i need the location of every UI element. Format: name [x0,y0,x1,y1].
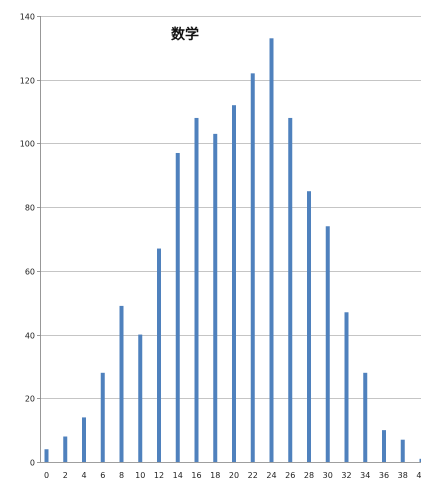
x-tick-label: 34 [360,471,370,480]
bar [325,226,330,462]
y-tick-label: 20 [25,395,35,404]
y-tick-label: 0 [30,459,35,468]
y-tick-label: 80 [25,204,35,213]
x-tick-label: 26 [285,471,295,480]
x-tick-label: 36 [379,471,389,480]
x-tick-label: 10 [135,471,145,480]
bar [82,417,86,462]
bar [307,191,311,462]
bar [44,449,49,462]
x-tick-label: 32 [341,471,351,480]
bar [419,458,421,462]
x-tick-label: 2 [63,471,68,480]
bar [288,117,293,462]
y-tick-label: 40 [25,332,35,341]
y-tick-label: 120 [20,77,35,86]
y-tick-label: 140 [20,13,35,22]
x-tick-label: 12 [154,471,164,480]
x-tick-label: 14 [173,471,183,480]
bar [119,305,124,462]
x-tick-label: 28 [304,471,314,480]
bar [269,38,274,463]
x-tick-label: 40 [416,471,421,480]
y-tick-label: 60 [25,268,35,277]
x-tick-label: 16 [191,471,201,480]
x-tick-label: 18 [210,471,220,480]
x-tick-label: 8 [119,471,124,480]
bar [400,439,405,462]
bar [232,105,236,462]
bar [363,372,368,462]
bar [63,436,68,462]
x-tick-label: 24 [266,471,276,480]
bar [157,248,161,462]
chart-title: 数学 [171,27,199,43]
x-tick-label: 20 [229,471,239,480]
bar [194,117,199,462]
x-tick-label: 4 [81,471,86,480]
bar [250,73,255,462]
x-tick-label: 22 [248,471,258,480]
bar [100,372,105,462]
bar [138,334,143,462]
bar [382,430,386,462]
x-tick-label: 30 [323,471,333,480]
bar [344,312,349,462]
bar [213,133,218,462]
x-tick-label: 0 [44,471,49,480]
y-tick-label: 100 [20,140,35,149]
x-tick-label: 38 [398,471,408,480]
x-tick-label: 6 [100,471,105,480]
bar [175,152,180,462]
